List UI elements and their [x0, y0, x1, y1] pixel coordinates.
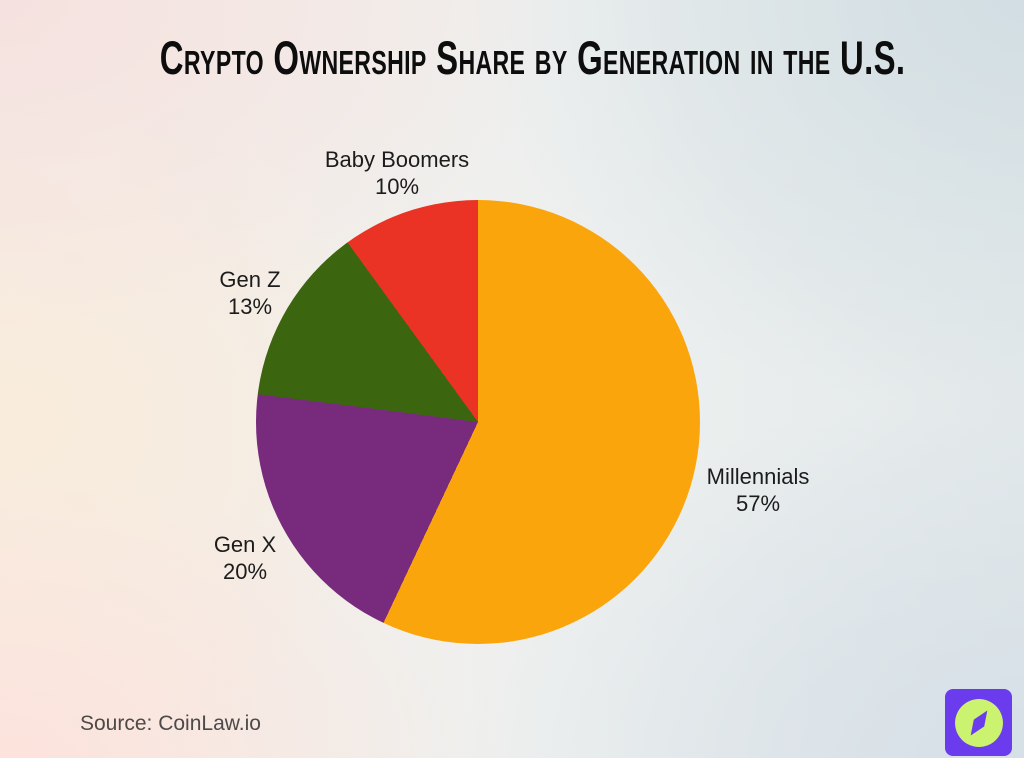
slice-percent-text: 57% [735, 491, 781, 516]
pie-label-gen-z: Gen Z 13% [219, 266, 280, 320]
pie-label-baby-boomers: Baby Boomers 10% [325, 146, 469, 200]
pie-label-millennials: Millennials 57% [707, 463, 810, 517]
slice-label-text: Gen Z [219, 267, 281, 292]
pie-chart [256, 200, 700, 644]
slice-percent-text: 10% [374, 174, 420, 199]
page-title-text: Crypto Ownership Share by Generation in … [159, 31, 906, 84]
slice-percent-text: 13% [227, 294, 273, 319]
bottom-strip [0, 758, 1024, 768]
compass-icon [954, 698, 1003, 747]
slice-percent-text: 20% [222, 559, 268, 584]
page-title: Crypto Ownership Share by Generation in … [0, 34, 1024, 82]
coinlaw-logo [945, 689, 1012, 756]
slice-label-text: Millennials [706, 464, 810, 489]
pie-label-gen-x: Gen X 20% [214, 531, 276, 585]
slice-label-text: Gen X [213, 532, 277, 557]
source-attribution: Source: CoinLaw.io [80, 712, 261, 735]
slice-label-text: Baby Boomers [324, 147, 470, 172]
